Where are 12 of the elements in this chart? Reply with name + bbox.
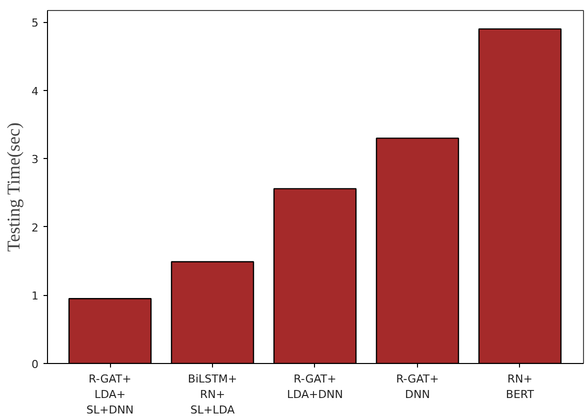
y-tick-label: 0 bbox=[32, 358, 38, 371]
x-tick-label: R-GAT+ LDA+ SL+DNN bbox=[86, 372, 134, 417]
y-tick-label: 3 bbox=[32, 153, 38, 166]
y-tick-label: 4 bbox=[32, 84, 38, 98]
y-axis-title: Testing Time(sec) bbox=[4, 122, 24, 252]
x-tick-label: R-GAT+ DNN bbox=[396, 372, 439, 402]
x-tick-label: BiLSTM+ RN+ SL+LDA bbox=[188, 372, 238, 417]
x-tick-label: RN+ BERT bbox=[506, 372, 534, 402]
y-tick-label: 2 bbox=[32, 221, 38, 234]
x-tick-label: R-GAT+ LDA+DNN bbox=[286, 372, 344, 402]
y-tick-label: 5 bbox=[32, 16, 38, 30]
y-tick-label: 1 bbox=[32, 290, 38, 303]
